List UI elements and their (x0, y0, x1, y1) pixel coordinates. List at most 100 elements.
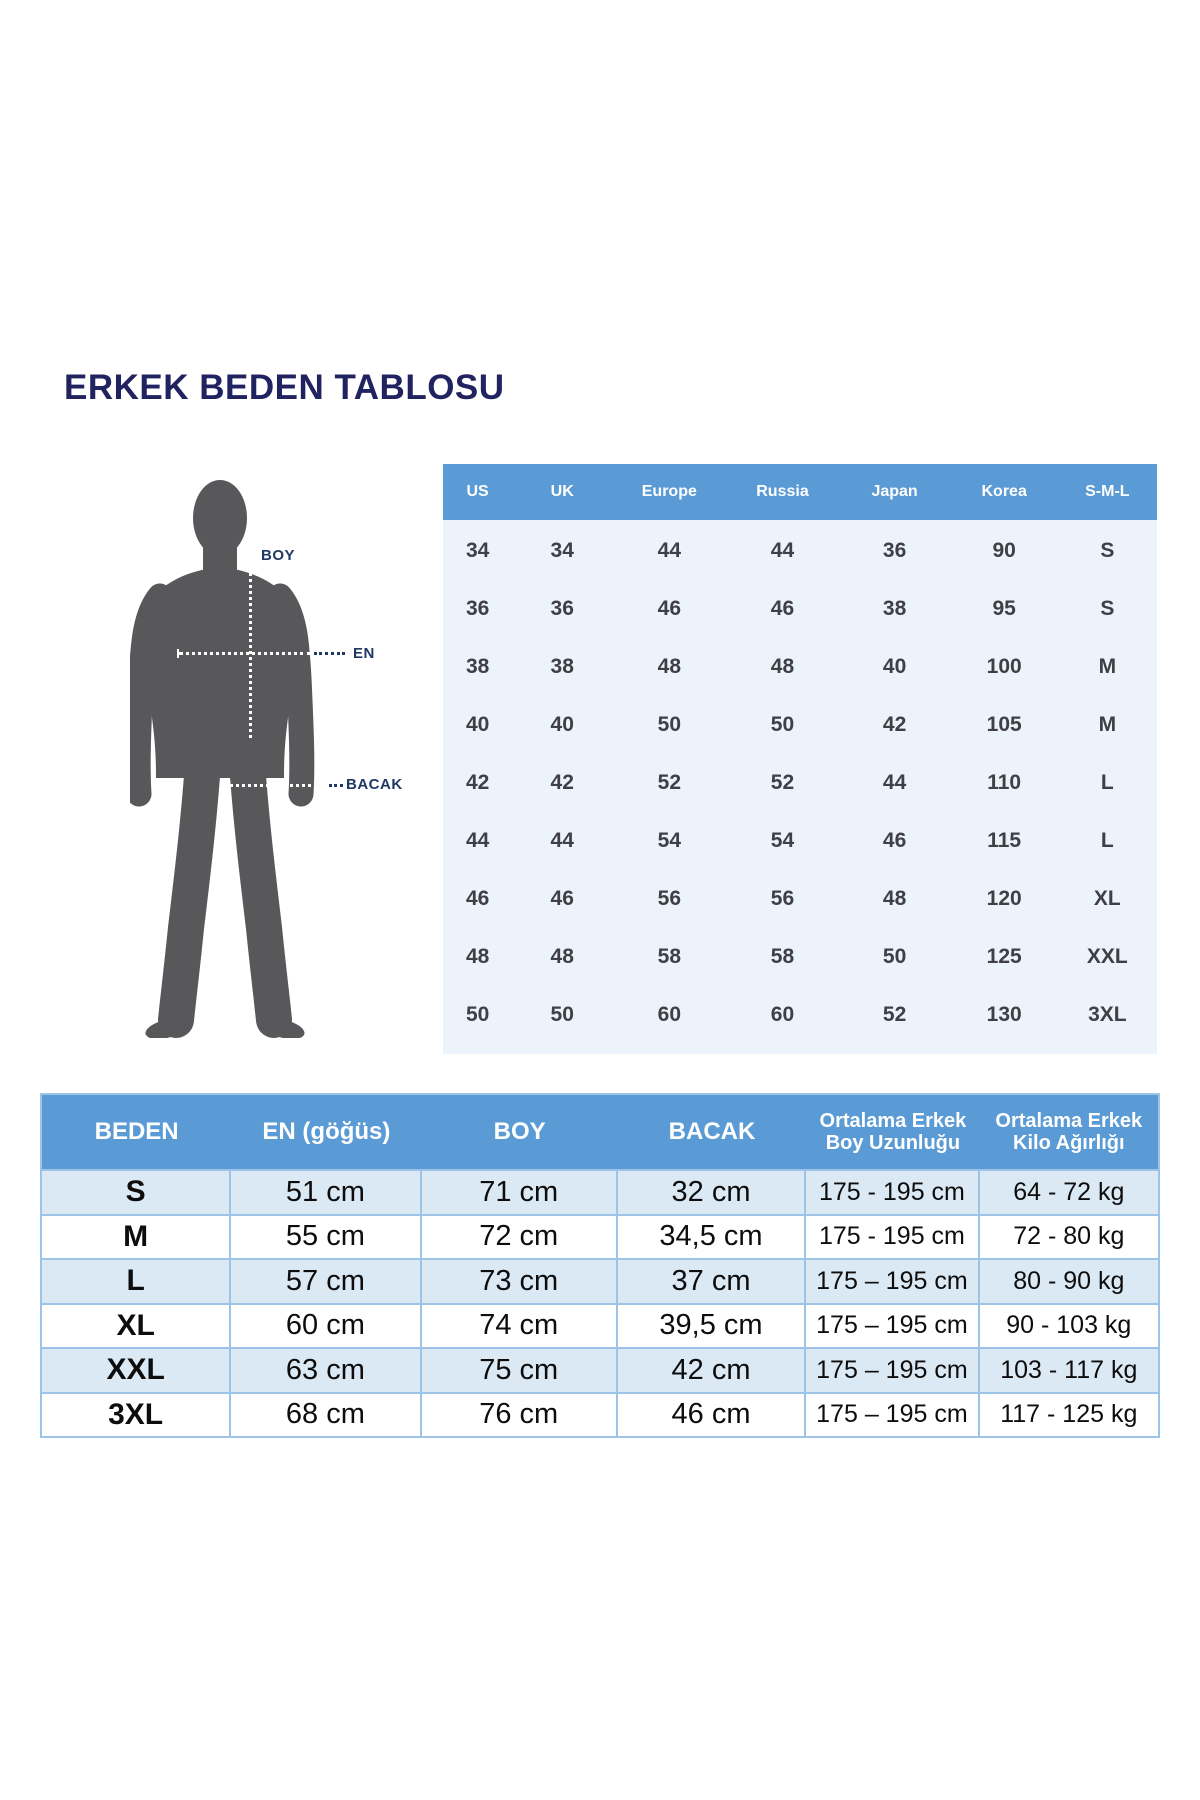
intl-header-cell: UK (550, 483, 574, 500)
page-title: ERKEK BEDEN TABLOSU (64, 368, 505, 407)
intl-cell: 56 (657, 887, 681, 910)
intl-cell: 44 (882, 771, 907, 794)
table-row: 36 36 46 46 38 95 S (443, 580, 1157, 638)
table-row: 40 40 50 50 42 105 M (443, 696, 1157, 754)
intl-cell: 56 (770, 887, 795, 910)
size-header-cell: Ortalama Erkek Boy Uzunluğu (819, 1109, 967, 1154)
size-cell: 3XL (42, 1393, 232, 1436)
size-cell: 80 - 90 kg (1013, 1266, 1125, 1295)
intl-table-header: US UK Europe Russia Japan Korea S-M-L (443, 464, 1157, 520)
intl-cell: 90 (992, 539, 1016, 562)
size-cell: 34,5 cm (618, 1215, 807, 1258)
intl-cell: 40 (465, 713, 490, 736)
intl-cell: 54 (770, 829, 795, 852)
intl-cell: 48 (770, 655, 795, 678)
intl-cell: 42 (550, 771, 574, 794)
size-cell: 46 cm (618, 1393, 807, 1436)
intl-header-cell: Korea (981, 483, 1027, 500)
intl-cell: XXL (1086, 945, 1128, 968)
intl-size-table: US UK Europe Russia Japan Korea S-M-L 34 34 44 44… (443, 464, 1157, 1054)
table-row: 44 44 54 54 46 115 L (443, 812, 1157, 870)
intl-cell: 46 (657, 597, 681, 620)
size-cell: 73 cm (422, 1260, 618, 1303)
intl-cell: 120 (986, 887, 1022, 910)
intl-cell: 48 (882, 887, 907, 910)
size-cell: 37 cm (618, 1260, 807, 1303)
intl-cell: 60 (770, 1003, 795, 1026)
intl-cell: 38 (882, 597, 907, 620)
table-row: 42 42 52 52 44 110 L (443, 754, 1157, 812)
intl-cell: 42 (465, 771, 490, 794)
intl-cell: 36 (550, 597, 574, 620)
head-shape (193, 480, 247, 556)
size-cell: 32 cm (618, 1171, 807, 1214)
table-row: 50 50 60 60 52 130 3XL (443, 986, 1157, 1044)
size-cell: 117 - 125 kg (1000, 1400, 1138, 1429)
chest-measure-line-body (179, 652, 311, 655)
table-row: XXL 63 cm 75 cm 42 cm 175 – 195 cm 103 - 117 … (42, 1347, 1158, 1392)
size-table-header: BEDEN EN (göğüs) BOY BACAK Ortalama Erkek Boy… (42, 1095, 1158, 1169)
intl-cell: 46 (550, 887, 574, 910)
size-cell: 103 - 117 kg (1000, 1355, 1138, 1384)
size-header-cell: BEDEN (94, 1117, 179, 1145)
intl-header-cell: Russia (756, 483, 809, 500)
right-leg-shape (230, 758, 292, 1038)
size-cell: XXL (42, 1349, 232, 1392)
size-cell: 71 cm (422, 1171, 618, 1214)
size-cell: L (42, 1260, 232, 1303)
intl-cell: 40 (882, 655, 907, 678)
intl-cell: 46 (465, 887, 490, 910)
size-cell: 75 cm (422, 1349, 618, 1392)
table-row: 34 34 44 44 36 90 S (443, 522, 1157, 580)
size-cell: S (42, 1171, 232, 1214)
size-cell: M (42, 1215, 232, 1258)
intl-cell: 36 (882, 539, 907, 562)
intl-cell: 40 (550, 713, 574, 736)
intl-cell: 48 (657, 655, 681, 678)
intl-table-body: 34 34 44 44 36 90 S 36 36 46 46 38 95 S 38 38 48 48 40 100 M… (443, 520, 1157, 1054)
intl-cell: 115 (987, 829, 1022, 852)
size-cell: 55 cm (231, 1215, 422, 1258)
table-row: XL 60 cm 74 cm 39,5 cm 175 – 195 cm 90 - 103 … (42, 1302, 1158, 1347)
leg-measure-line (329, 784, 343, 787)
intl-cell: 54 (657, 829, 681, 852)
size-cell: 175 – 195 cm (806, 1393, 980, 1436)
size-table-body: S 51 cm 71 cm 32 cm 175 - 195 cm 64 - 72 kg M 5… (42, 1169, 1158, 1436)
neck-shape (203, 538, 237, 572)
leg-line-tick (221, 781, 223, 790)
intl-header-cell: US (466, 483, 489, 500)
right-arm-shape (267, 583, 315, 807)
intl-cell: 105 (986, 713, 1022, 736)
intl-cell: 52 (770, 771, 795, 794)
chest-measure-line (314, 652, 345, 655)
size-header-cell: Ortalama Erkek Kilo Ağırlığı (995, 1109, 1143, 1154)
intl-cell: 50 (770, 713, 795, 736)
intl-cell: 58 (770, 945, 795, 968)
intl-cell: 44 (770, 539, 795, 562)
intl-cell: 46 (770, 597, 795, 620)
intl-cell: 50 (882, 945, 907, 968)
intl-header-cell: S-M-L (1085, 483, 1130, 500)
intl-cell: 44 (550, 829, 574, 852)
torso-shape (144, 567, 296, 778)
intl-cell: 50 (465, 1003, 490, 1026)
intl-header-cell: Japan (871, 483, 918, 500)
intl-cell: XL (1093, 887, 1121, 910)
intl-cell: 48 (465, 945, 490, 968)
intl-cell: 50 (657, 713, 681, 736)
intl-cell: 44 (465, 829, 490, 852)
label-bacak: BACAK (346, 776, 403, 793)
size-cell: 72 - 80 kg (1013, 1222, 1125, 1251)
size-cell: 64 - 72 kg (1013, 1177, 1125, 1206)
size-header-cell: BACAK (668, 1117, 756, 1145)
intl-cell: 34 (465, 539, 490, 562)
left-leg-shape (158, 758, 220, 1038)
size-detail-table: BEDEN EN (göğüs) BOY BACAK Ortalama Erkek Boy… (40, 1093, 1160, 1438)
intl-cell: 130 (986, 1003, 1022, 1026)
left-foot-shape (145, 1018, 187, 1038)
table-row: M 55 cm 72 cm 34,5 cm 175 - 195 cm 72 - 80 kg (42, 1213, 1158, 1258)
male-silhouette (130, 480, 315, 1038)
size-cell: 90 - 103 kg (1006, 1311, 1132, 1340)
size-cell: 76 cm (422, 1393, 618, 1436)
